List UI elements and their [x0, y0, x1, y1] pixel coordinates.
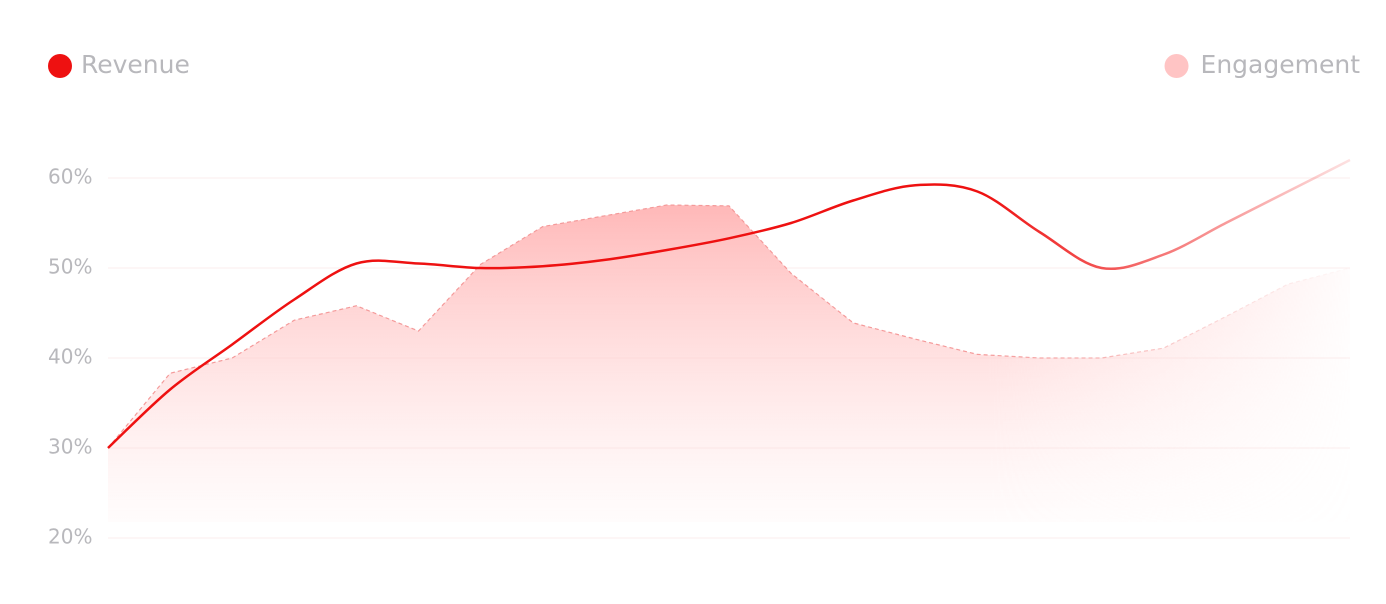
legend-swatch: [48, 54, 72, 78]
y-tick-label: 60%: [48, 165, 92, 189]
line-group: [107, 158, 1351, 449]
legend-label: Revenue: [81, 50, 190, 79]
legend-label: Engagement: [1201, 50, 1361, 79]
legend-swatch: [1164, 54, 1189, 78]
revenue-line: [107, 158, 1351, 449]
y-tick-label: 50%: [48, 255, 92, 279]
y-tick-label: 30%: [48, 435, 92, 459]
engagement-area: [108, 205, 1350, 522]
engagement-line: [107, 204, 1351, 449]
area-group: [107, 204, 1351, 522]
legend: Revenue Engagement: [48, 50, 1360, 79]
y-tick-label: 20%: [48, 525, 92, 549]
y-axis: 20% 30% 40% 50% 60%: [48, 165, 92, 549]
y-tick-label: 40%: [48, 345, 92, 369]
